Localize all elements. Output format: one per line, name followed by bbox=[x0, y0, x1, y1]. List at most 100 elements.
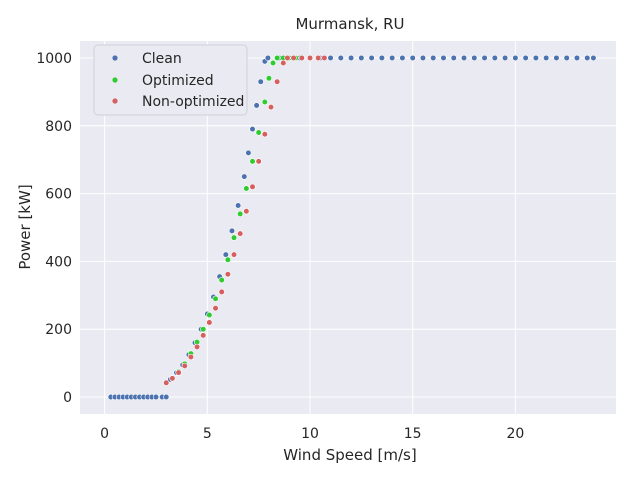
point-clean bbox=[152, 393, 160, 401]
point-clean bbox=[584, 54, 591, 62]
point-optimized bbox=[261, 98, 268, 106]
legend-label-non-optimized: Non-optimized bbox=[142, 94, 244, 110]
legend-marker-clean bbox=[112, 55, 118, 61]
point-non-optimized bbox=[169, 375, 176, 382]
point-optimized bbox=[224, 256, 231, 263]
point-non-optimized bbox=[163, 379, 170, 386]
x-tick-label: 10 bbox=[301, 426, 319, 442]
x-tick-label: 20 bbox=[506, 426, 524, 442]
point-optimized bbox=[265, 75, 273, 82]
legend-label-clean: Clean bbox=[142, 51, 182, 67]
legend-marker-non-optimized bbox=[112, 98, 118, 104]
point-non-optimized bbox=[175, 369, 182, 376]
point-clean bbox=[235, 202, 242, 209]
point-clean bbox=[389, 54, 396, 62]
point-non-optimized bbox=[237, 230, 244, 237]
point-non-optimized bbox=[267, 104, 275, 111]
point-clean bbox=[368, 54, 375, 62]
point-clean bbox=[512, 54, 519, 62]
legend: Clean Optimized Non-optimized bbox=[93, 44, 248, 116]
legend-marker-optimized bbox=[112, 77, 118, 83]
point-clean bbox=[327, 54, 334, 62]
point-clean bbox=[543, 54, 550, 62]
legend-label-optimized: Optimized bbox=[142, 73, 214, 89]
point-clean bbox=[553, 54, 560, 62]
point-clean bbox=[491, 54, 498, 62]
point-clean bbox=[378, 54, 385, 62]
point-clean bbox=[245, 149, 252, 156]
point-optimized bbox=[274, 54, 281, 62]
point-optimized bbox=[249, 158, 256, 165]
point-non-optimized bbox=[200, 332, 207, 339]
point-clean bbox=[399, 54, 406, 62]
series-non-optimized bbox=[163, 54, 328, 386]
x-tick-label: 5 bbox=[203, 426, 212, 442]
point-clean bbox=[419, 54, 427, 62]
point-non-optimized bbox=[187, 353, 194, 361]
point-clean bbox=[347, 54, 355, 62]
point-optimized bbox=[218, 276, 225, 284]
point-optimized bbox=[212, 295, 219, 302]
point-optimized bbox=[269, 59, 277, 67]
point-clean bbox=[163, 393, 170, 401]
point-clean bbox=[264, 54, 272, 62]
y-tick-label: 400 bbox=[45, 254, 72, 270]
point-non-optimized bbox=[321, 54, 328, 62]
x-tick-label: 0 bbox=[100, 426, 109, 442]
point-clean bbox=[573, 54, 581, 62]
y-tick-label: 200 bbox=[45, 322, 72, 338]
point-clean bbox=[253, 102, 260, 109]
point-clean bbox=[460, 54, 468, 62]
point-clean bbox=[532, 54, 540, 62]
point-clean bbox=[241, 173, 248, 180]
point-non-optimized bbox=[315, 54, 322, 62]
point-optimized bbox=[255, 129, 262, 136]
point-non-optimized bbox=[255, 158, 262, 165]
y-tick-label: 600 bbox=[45, 187, 72, 203]
point-optimized bbox=[237, 210, 244, 218]
point-clean bbox=[430, 54, 437, 62]
point-non-optimized bbox=[218, 288, 225, 296]
point-non-optimized bbox=[290, 54, 297, 62]
point-clean bbox=[481, 54, 488, 62]
point-non-optimized bbox=[181, 362, 188, 369]
point-non-optimized bbox=[261, 131, 268, 138]
point-clean bbox=[522, 54, 529, 62]
point-clean bbox=[222, 251, 229, 258]
point-non-optimized bbox=[212, 305, 219, 312]
point-clean bbox=[337, 54, 344, 62]
point-non-optimized bbox=[193, 343, 201, 350]
chart-title: Murmansk, RU bbox=[295, 15, 404, 33]
point-non-optimized bbox=[230, 251, 238, 258]
legend-box bbox=[93, 44, 248, 116]
point-clean bbox=[228, 227, 236, 234]
point-clean bbox=[590, 54, 597, 62]
point-non-optimized bbox=[284, 54, 291, 62]
y-axis-label: Power [kW] bbox=[16, 184, 34, 269]
point-clean bbox=[502, 54, 509, 62]
point-clean bbox=[471, 54, 478, 62]
point-non-optimized bbox=[206, 319, 213, 326]
point-optimized bbox=[206, 311, 213, 319]
y-tick-labels: 0 200 400 600 800 1000 bbox=[36, 51, 72, 406]
point-optimized bbox=[230, 234, 238, 241]
point-non-optimized bbox=[280, 59, 287, 67]
point-non-optimized bbox=[306, 54, 314, 62]
point-non-optimized bbox=[274, 78, 281, 85]
y-tick-label: 1000 bbox=[36, 51, 72, 67]
point-non-optimized bbox=[298, 54, 305, 62]
point-clean bbox=[409, 54, 416, 62]
x-tick-label: 15 bbox=[404, 426, 422, 442]
point-clean bbox=[358, 54, 365, 62]
point-non-optimized bbox=[243, 208, 250, 215]
point-non-optimized bbox=[249, 183, 256, 190]
data-points bbox=[107, 54, 597, 401]
y-tick-label: 800 bbox=[45, 119, 72, 135]
point-clean bbox=[450, 54, 457, 62]
point-non-optimized bbox=[224, 271, 231, 278]
point-clean bbox=[440, 54, 447, 62]
x-axis-label: Wind Speed [m/s] bbox=[283, 446, 416, 464]
point-optimized bbox=[243, 185, 250, 192]
x-tick-labels: 0 5 10 15 20 bbox=[100, 426, 524, 442]
